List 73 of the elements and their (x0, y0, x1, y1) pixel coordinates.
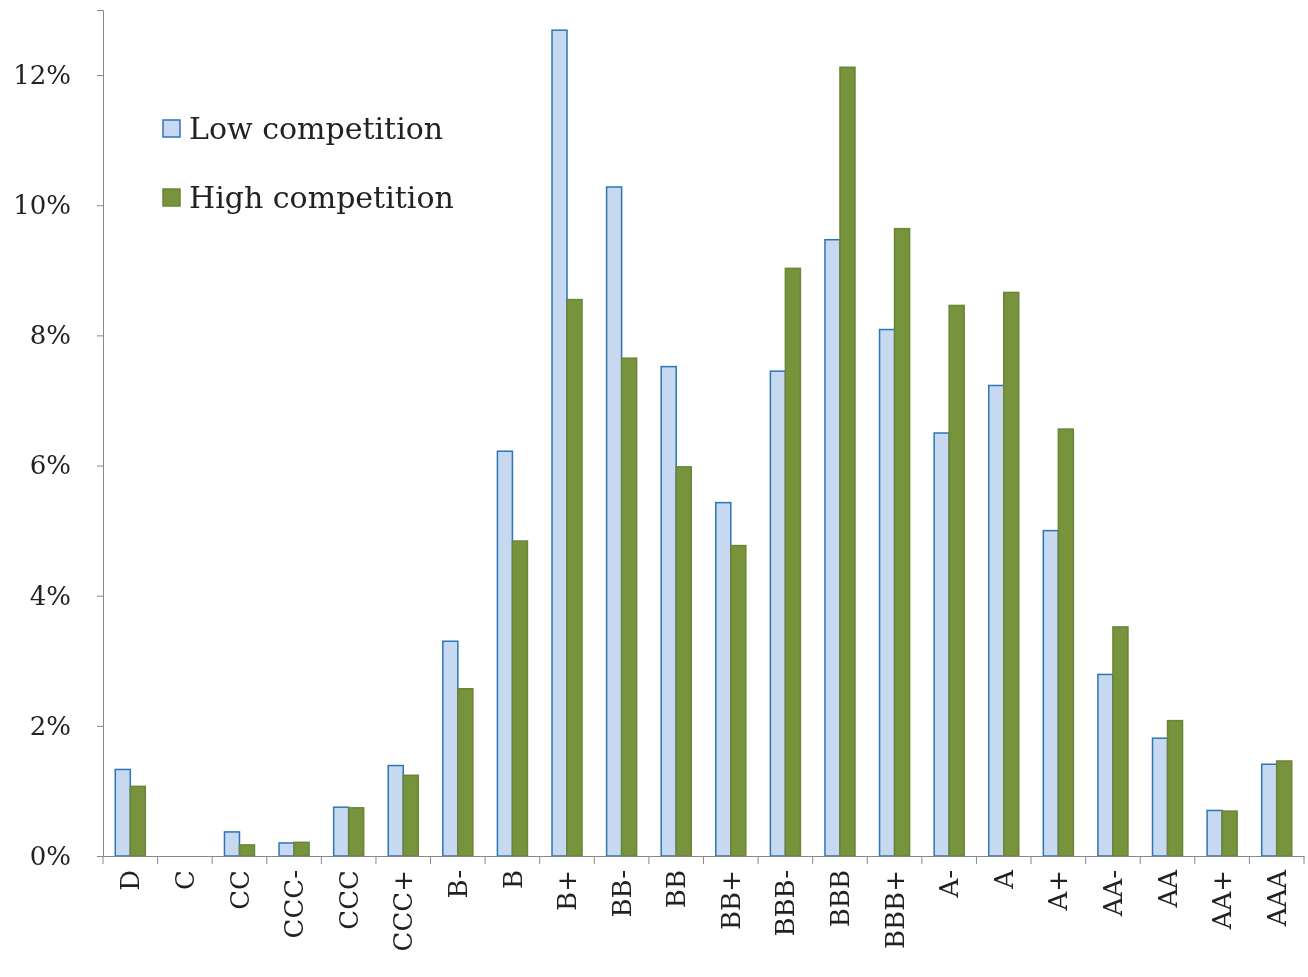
bar (1097, 673, 1114, 857)
x-tick-label: A+ (1043, 870, 1074, 912)
x-tick-label: BBB- (770, 870, 801, 937)
bar (442, 640, 459, 857)
bar (551, 29, 568, 857)
bar (457, 688, 474, 857)
x-tick-label: B+ (552, 870, 583, 911)
y-tick-label: 2% (29, 710, 71, 741)
x-tick-label: AA- (1098, 870, 1129, 918)
x-tick-label: CCC+ (388, 870, 419, 952)
y-tick-label: 10% (13, 190, 71, 221)
bar (620, 357, 638, 857)
bar (769, 370, 787, 857)
y-tick-label: 12% (13, 59, 71, 90)
bar (1057, 428, 1075, 857)
x-tick-label: A- (934, 870, 965, 899)
x-tick-label: B- (442, 870, 473, 899)
bar (1221, 810, 1238, 857)
x-tick-label: AAA (1261, 868, 1292, 928)
bar (511, 540, 529, 857)
bar (1166, 719, 1184, 857)
bar (715, 501, 732, 857)
x-tick-label: BBB+ (879, 870, 910, 950)
x-tick-label: CC (224, 870, 255, 910)
x-tick-label: BB+ (715, 870, 746, 930)
x-tick-label: BB- (606, 870, 637, 918)
legend-label: Low competition (189, 110, 444, 146)
bar (987, 384, 1005, 857)
y-tick-label: 8% (29, 320, 71, 351)
bar (387, 764, 404, 857)
y-tick-label: 4% (29, 580, 71, 611)
legend-label: High competition (189, 179, 454, 215)
bar (114, 768, 132, 857)
bar (1206, 809, 1223, 857)
bar (566, 298, 583, 857)
x-tick-label: AA (1152, 868, 1183, 909)
x-tick-label: C (169, 870, 200, 890)
bar (730, 544, 747, 857)
bar (223, 831, 241, 857)
x-tick-label: BBB (825, 870, 856, 928)
bar (675, 466, 692, 857)
bar (948, 304, 965, 857)
bar (893, 227, 911, 857)
bar (1003, 291, 1020, 857)
x-tick-label: CCC- (279, 870, 310, 939)
bar (824, 238, 841, 857)
bar (129, 785, 147, 857)
x-tick-label: B (497, 870, 528, 890)
bar (278, 842, 295, 857)
bar (332, 806, 350, 857)
bar (878, 328, 896, 857)
x-tick-label: BB (661, 870, 692, 909)
bar (605, 186, 623, 857)
bar (1112, 626, 1129, 857)
x-tick-label: AA+ (1207, 870, 1238, 931)
bar (784, 267, 802, 857)
y-tick-label: 0% (29, 840, 71, 871)
bar (402, 774, 420, 857)
bar (496, 450, 514, 857)
bar (660, 365, 677, 857)
x-tick-label: A (988, 868, 1019, 890)
bar (293, 841, 310, 857)
bar (933, 432, 950, 857)
y-tick-label: 6% (29, 450, 71, 481)
x-tick-label: CCC (333, 870, 364, 930)
bar (1260, 763, 1278, 857)
bar (347, 807, 365, 857)
bar (1042, 529, 1060, 857)
bar (839, 66, 856, 857)
x-tick-label: D (115, 870, 146, 891)
bar (1275, 760, 1293, 857)
bar (1151, 737, 1169, 857)
bar (238, 844, 256, 857)
